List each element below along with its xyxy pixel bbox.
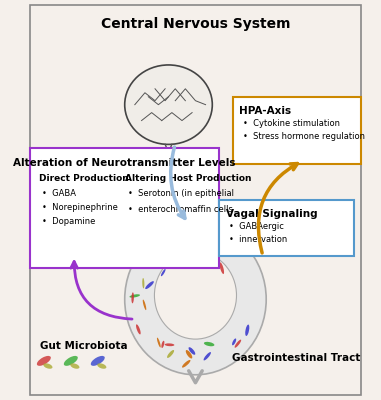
Ellipse shape	[229, 234, 232, 246]
Text: •  GABA: • GABA	[42, 189, 76, 198]
Text: •  Norepinephrine: • Norepinephrine	[42, 203, 118, 212]
Ellipse shape	[204, 342, 215, 346]
Text: Central Nervous System: Central Nervous System	[101, 17, 290, 31]
FancyArrowPatch shape	[171, 147, 185, 218]
Text: HPA-Axis: HPA-Axis	[239, 106, 291, 116]
Ellipse shape	[145, 281, 154, 289]
Ellipse shape	[245, 324, 249, 336]
Text: •  Serotonin (in epithelial: • Serotonin (in epithelial	[128, 189, 234, 198]
Text: Direct Production: Direct Production	[39, 174, 128, 183]
Ellipse shape	[97, 363, 106, 369]
Ellipse shape	[130, 294, 140, 298]
Ellipse shape	[189, 347, 195, 355]
Ellipse shape	[162, 253, 171, 256]
Ellipse shape	[37, 356, 51, 366]
Ellipse shape	[235, 340, 241, 348]
Ellipse shape	[136, 324, 141, 334]
Ellipse shape	[176, 234, 183, 242]
Ellipse shape	[142, 278, 144, 288]
Ellipse shape	[232, 338, 236, 345]
Ellipse shape	[157, 338, 161, 348]
Text: •  innervation: • innervation	[229, 234, 287, 244]
Ellipse shape	[162, 341, 164, 348]
Text: •  Stress hormone regulation: • Stress hormone regulation	[243, 132, 365, 142]
Ellipse shape	[125, 65, 212, 144]
Ellipse shape	[154, 252, 237, 339]
Ellipse shape	[43, 363, 53, 369]
Text: Vagal Signaling: Vagal Signaling	[226, 209, 317, 219]
FancyBboxPatch shape	[30, 148, 219, 268]
Ellipse shape	[125, 224, 266, 375]
Text: •  Dopamine: • Dopamine	[42, 217, 96, 226]
Ellipse shape	[143, 300, 146, 310]
Ellipse shape	[161, 269, 166, 276]
Ellipse shape	[186, 350, 192, 358]
Ellipse shape	[131, 292, 134, 303]
Ellipse shape	[165, 343, 174, 346]
Text: Gastrointestinal Tract: Gastrointestinal Tract	[232, 353, 361, 363]
Ellipse shape	[167, 350, 174, 358]
FancyBboxPatch shape	[30, 5, 360, 395]
Text: Alteration of Neurotransmitter Levels: Alteration of Neurotransmitter Levels	[13, 158, 236, 168]
FancyBboxPatch shape	[219, 200, 354, 256]
Text: •  enterochromaffin cells: • enterochromaffin cells	[128, 205, 233, 214]
FancyArrowPatch shape	[258, 164, 298, 253]
FancyArrowPatch shape	[71, 262, 132, 319]
Text: Gut Microbiota: Gut Microbiota	[40, 341, 128, 351]
Text: •  Cytokine stimulation: • Cytokine stimulation	[243, 118, 339, 128]
Ellipse shape	[203, 352, 211, 360]
Ellipse shape	[216, 244, 224, 251]
Ellipse shape	[64, 356, 78, 366]
FancyBboxPatch shape	[232, 97, 360, 164]
Ellipse shape	[182, 360, 190, 368]
Ellipse shape	[70, 363, 79, 369]
Ellipse shape	[91, 356, 105, 366]
Text: Altering Host Production: Altering Host Production	[125, 174, 251, 183]
Ellipse shape	[219, 262, 224, 274]
Text: •  GABAergic: • GABAergic	[229, 222, 284, 231]
